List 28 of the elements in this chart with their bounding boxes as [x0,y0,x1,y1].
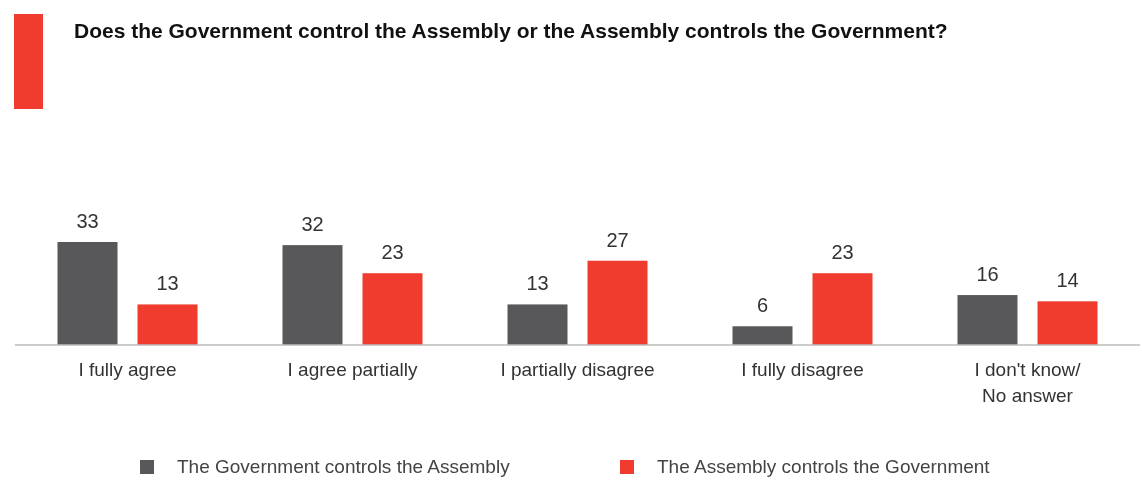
data-label: 23 [831,241,854,264]
data-label: 27 [606,228,629,251]
x-tick-label: I agree partially [287,359,418,380]
x-tick-label: I don't know/ No answer [974,359,1082,406]
data-label: 16 [976,263,999,286]
data-label: 13 [526,272,549,295]
bar [1037,301,1098,345]
x-tick-label: I fully disagree [741,359,864,380]
bar [507,304,568,345]
data-label: 33 [76,210,99,232]
bar [732,326,793,345]
data-label: 23 [381,241,404,264]
data-label: 32 [301,213,324,236]
bar [137,304,198,345]
data-label: 13 [156,272,179,295]
data-label: 6 [756,294,769,317]
x-tick-label: I fully agree [78,359,177,380]
bar [587,260,648,345]
bar [812,273,873,345]
x-tick-label: I partially disagree [500,359,655,380]
legend-label: The Assembly controls the Government [657,456,991,477]
bar [57,242,118,345]
bar [282,245,343,345]
legend-label: The Government controls the Assembly [177,456,511,477]
bar [957,295,1018,345]
bar [362,273,423,345]
chart-title: Does the Government control the Assembly or the Assembly controls the Government? [74,19,948,42]
data-label: 14 [1056,269,1079,292]
